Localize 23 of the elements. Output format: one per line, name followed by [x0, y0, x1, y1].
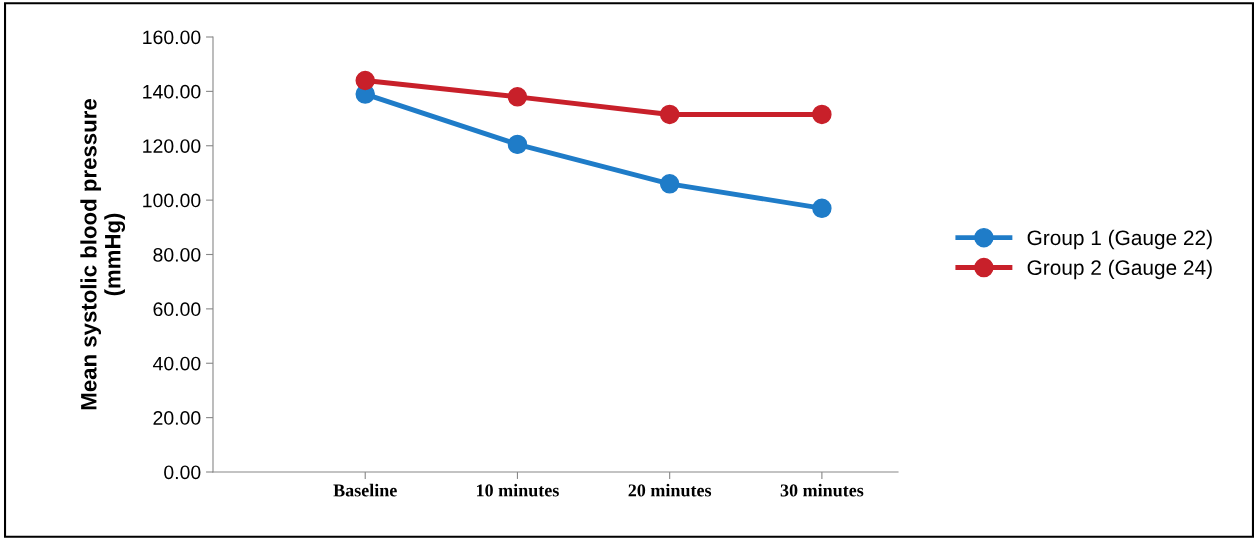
y-tick-label: 120.00	[143, 139, 201, 153]
point	[812, 198, 832, 219]
y-axis-title: Mean systolic blood pressure (mmHg)	[80, 99, 126, 410]
legend-label: Group 1 (Gauge 22)	[1027, 229, 1212, 250]
y-tick-label: 140.00	[143, 84, 201, 99]
point	[812, 104, 832, 125]
y-tick-label: 20.00	[153, 411, 201, 425]
x-tick-label: 20 minutes	[628, 483, 712, 497]
point	[355, 70, 375, 91]
x-tick-label: 30 minutes	[780, 483, 864, 497]
point	[659, 104, 680, 125]
y-tick-label: 40.00	[152, 356, 201, 371]
y-tick-label: 80.00	[153, 247, 201, 262]
legend-label: Group 2 (Gauge 24)	[1027, 259, 1212, 280]
x-tick-label: 10 minutes	[477, 483, 559, 497]
x-tick-label: Baseline	[333, 483, 397, 497]
point	[507, 87, 528, 107]
point	[659, 174, 680, 194]
y-tick-label: 160.00	[143, 30, 201, 45]
y-tick-label: 60.00	[153, 302, 201, 317]
y-tick-label: 100.00	[143, 193, 201, 208]
point	[507, 134, 528, 155]
y-tick-label: 0.00	[164, 465, 201, 480]
